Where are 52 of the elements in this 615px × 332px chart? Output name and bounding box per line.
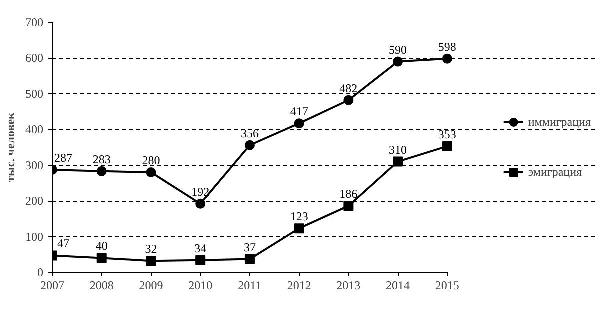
y-tick-label: 600 [26, 51, 44, 66]
point [294, 224, 304, 234]
data-label: 482 [340, 81, 358, 96]
legend-label: иммиграция [528, 114, 591, 130]
x-tick-label: 2009 [139, 278, 164, 292]
point [442, 54, 452, 64]
point [244, 254, 255, 264]
point [196, 198, 206, 209]
y-axis-title: тыс. человек [4, 112, 18, 182]
x-tick-label: 2013 [336, 278, 361, 292]
data-label: 283 [92, 152, 111, 166]
data-label: 598 [438, 40, 456, 54]
y-tick-label: 0 [38, 266, 44, 280]
point [244, 140, 255, 150]
data-label: 34 [194, 241, 207, 256]
point [146, 168, 156, 178]
data-label: 353 [438, 127, 456, 142]
point [393, 156, 404, 167]
x-tick-label: 2010 [188, 278, 213, 292]
data-label: 40 [96, 239, 108, 254]
x-tick-label: 2014 [386, 278, 410, 292]
point [96, 253, 107, 264]
point [344, 95, 354, 106]
x-tick-label: 2007 [40, 278, 64, 292]
point [442, 141, 452, 152]
x-tick-label: 2012 [287, 278, 312, 292]
point [146, 256, 156, 266]
data-label: 123 [290, 210, 308, 224]
data-label: 417 [290, 104, 308, 119]
data-label: 287 [54, 151, 72, 165]
data-label: 47 [58, 236, 70, 251]
data-label: 186 [340, 187, 358, 202]
legend-label: эмиграция [528, 164, 582, 180]
y-tick-label: 400 [26, 122, 44, 137]
data-label: 310 [389, 142, 408, 157]
y-tick-label: 100 [26, 230, 44, 244]
point [393, 56, 404, 67]
data-label: 37 [244, 240, 256, 254]
x-tick-label: 2015 [435, 278, 460, 292]
point [344, 201, 354, 212]
y-tick-label: 200 [26, 194, 44, 208]
y-tick-label: 300 [26, 158, 44, 172]
x-tick-label: 2008 [90, 278, 114, 292]
data-label: 280 [142, 154, 160, 168]
y-tick-label: 500 [26, 86, 44, 101]
x-tick-label: 2011 [238, 278, 262, 292]
y-tick-label: 700 [26, 16, 44, 30]
data-label: 590 [389, 42, 408, 57]
point [294, 118, 304, 129]
point [196, 255, 206, 266]
point [96, 166, 107, 176]
data-label: 32 [145, 242, 158, 256]
